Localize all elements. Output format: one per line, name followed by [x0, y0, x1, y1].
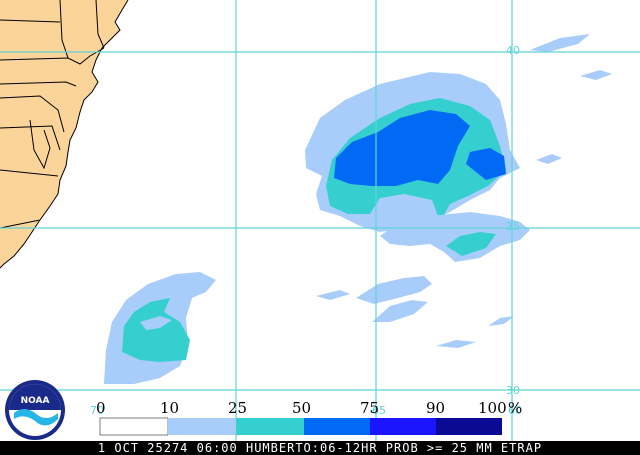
prob-area-10-25-east: [380, 212, 530, 262]
prob-area-10-25-e: [536, 154, 562, 164]
prob-area-25-50-east: [446, 232, 496, 256]
legend-bin-10-25: [168, 418, 236, 435]
grid-label-lon-70: 70: [90, 404, 104, 417]
prob-area-10-25-ne: [530, 34, 590, 52]
map-canvas: [0, 0, 640, 441]
prob-area-10-25-streak2: [372, 300, 428, 322]
prob-area-10-25-se: [488, 316, 514, 326]
prob-area-50-75-main: [334, 110, 470, 186]
legend-bin-0-10: [99, 417, 169, 436]
prob-area-10-25-w: [316, 290, 350, 300]
prob-area-10-25-streak: [356, 276, 432, 304]
prob-area-25-50-sw: [122, 298, 190, 362]
grid-label-lat-40: 40: [506, 44, 520, 57]
map-caption: 1 OCT 25274 06:00 HUMBERTO:06-12HR PROB …: [0, 441, 640, 455]
legend-bin-25-50: [236, 418, 304, 435]
legend-tick-100: 100: [478, 399, 507, 417]
legend-unit: %: [508, 399, 523, 417]
prob-area-10-25-ne2: [580, 70, 612, 80]
noaa-logo: NOAA: [5, 380, 65, 440]
probability-shading: [104, 34, 612, 384]
legend-tick-10: 10: [160, 399, 180, 417]
noaa-logo-text: NOAA: [21, 396, 50, 406]
legend-bin-75-90: [370, 418, 436, 435]
grid-label-lon-60: 60: [508, 404, 522, 417]
legend-tick-75: 75: [360, 399, 380, 417]
grid-label-lat-30: 30: [506, 384, 520, 397]
legend-bin-90-100: [436, 418, 502, 435]
prob-area-10-25-se2: [436, 340, 476, 348]
legend-tick-25: 25: [228, 399, 248, 417]
state-borders: [0, 0, 129, 269]
prob-area-50-75-east: [466, 148, 506, 180]
legend-tick-50: 50: [292, 399, 312, 417]
legend-tick-90: 90: [426, 399, 446, 417]
lat-lon-grid: [0, 0, 640, 441]
grid-label-lat-35: 35: [506, 220, 520, 233]
legend-colorbar: [99, 417, 502, 436]
legend-bin-50-75: [304, 418, 370, 435]
legend-tick-0: 0: [96, 399, 106, 417]
grid-label-lon-65: 65: [372, 404, 386, 417]
land-us-east-coast: [0, 0, 128, 268]
prob-area-10-25-sw-inner: [140, 316, 172, 330]
